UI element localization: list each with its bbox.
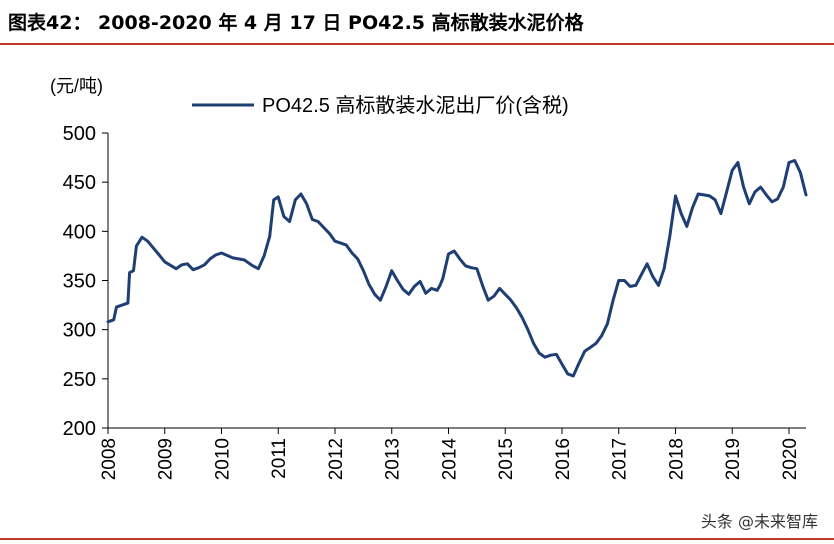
series-line <box>106 159 808 378</box>
bottom-rule <box>0 538 834 540</box>
x-tick-label: 2016 <box>553 438 574 480</box>
x-tick-label: 2013 <box>383 438 404 480</box>
x-tick-label: 2008 <box>99 438 120 480</box>
x-tick-label: 2019 <box>723 438 744 480</box>
y-tick-label: 300 <box>63 320 96 342</box>
figure-title: 图表42： 2008-2020 年 4 月 17 日 PO42.5 高标散装水泥… <box>8 12 584 34</box>
legend-label: PO42.5 高标散装水泥出厂价(含税) <box>262 94 569 117</box>
x-axis: 2008 2009 2010 2011 2012 2013 2014 2015 2016 2017… <box>99 427 806 481</box>
y-axis: 200 250 300 350 400 450 500 <box>63 123 109 440</box>
x-tick-label: 2018 <box>666 438 687 480</box>
x-tick-label: 2010 <box>212 438 233 480</box>
series-points <box>107 160 807 376</box>
title-rule <box>0 43 834 45</box>
y-tick-label: 450 <box>63 172 96 194</box>
line-chart: (元/吨) PO42.5 高标散装水泥出厂价(含税) 200 250 300 350 4… <box>50 76 808 481</box>
x-tick-label: 2015 <box>496 438 517 480</box>
y-tick-label: 250 <box>63 369 96 391</box>
y-axis-unit-label: (元/吨) <box>50 76 103 96</box>
legend: PO42.5 高标散装水泥出厂价(含税) <box>192 94 569 117</box>
x-tick-label: 2009 <box>156 438 177 480</box>
watermark: 头条 @未来智库 <box>700 512 818 531</box>
y-tick-label: 500 <box>63 123 96 145</box>
y-tick-label: 200 <box>63 418 96 440</box>
y-tick-label: 400 <box>63 221 96 243</box>
x-tick-label: 2020 <box>780 438 801 480</box>
x-tick-label: 2011 <box>269 438 290 479</box>
x-tick-label: 2017 <box>610 438 631 480</box>
x-tick-label: 2014 <box>439 438 460 481</box>
y-tick-label: 350 <box>63 271 96 293</box>
x-tick-label: 2012 <box>326 438 347 480</box>
